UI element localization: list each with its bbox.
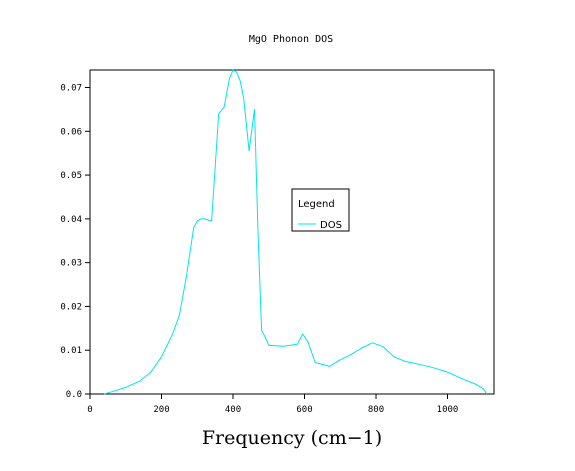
y-tick-label: 0.01 [60, 346, 82, 356]
y-tick-label: 0.03 [60, 259, 82, 269]
y-tick-label: 0.07 [60, 84, 82, 94]
plot-frame [89, 69, 495, 395]
y-tick-label: 0.05 [60, 171, 82, 181]
legend-entry-dos: DOS [320, 220, 342, 231]
x-tick-label: 400 [225, 405, 241, 415]
y-tick-label: 0.04 [60, 215, 82, 225]
y-tick-label: 0.06 [60, 127, 82, 137]
x-tick-label: 200 [153, 405, 169, 415]
axis-ticks [85, 87, 449, 399]
axis-tick-labels: 0 200 400 600 800 1000 0.0 0.01 0.02 0.03 0.04 0.05… [60, 84, 458, 415]
x-tick-label: 600 [296, 405, 312, 415]
series-line-dos [104, 69, 488, 395]
chart-title: MgO Phonon DOS [249, 34, 333, 45]
x-axis-label: Frequency (cm−1) [202, 427, 382, 449]
y-tick-label: 0.0 [66, 390, 82, 400]
x-tick-label: 800 [368, 405, 384, 415]
legend: Legend DOS [291, 188, 350, 232]
series-layer [104, 69, 488, 395]
x-tick-label: 0 [87, 405, 92, 415]
y-tick-label: 0.02 [60, 302, 82, 312]
legend-title: Legend [298, 199, 335, 210]
x-tick-label: 1000 [437, 405, 459, 415]
